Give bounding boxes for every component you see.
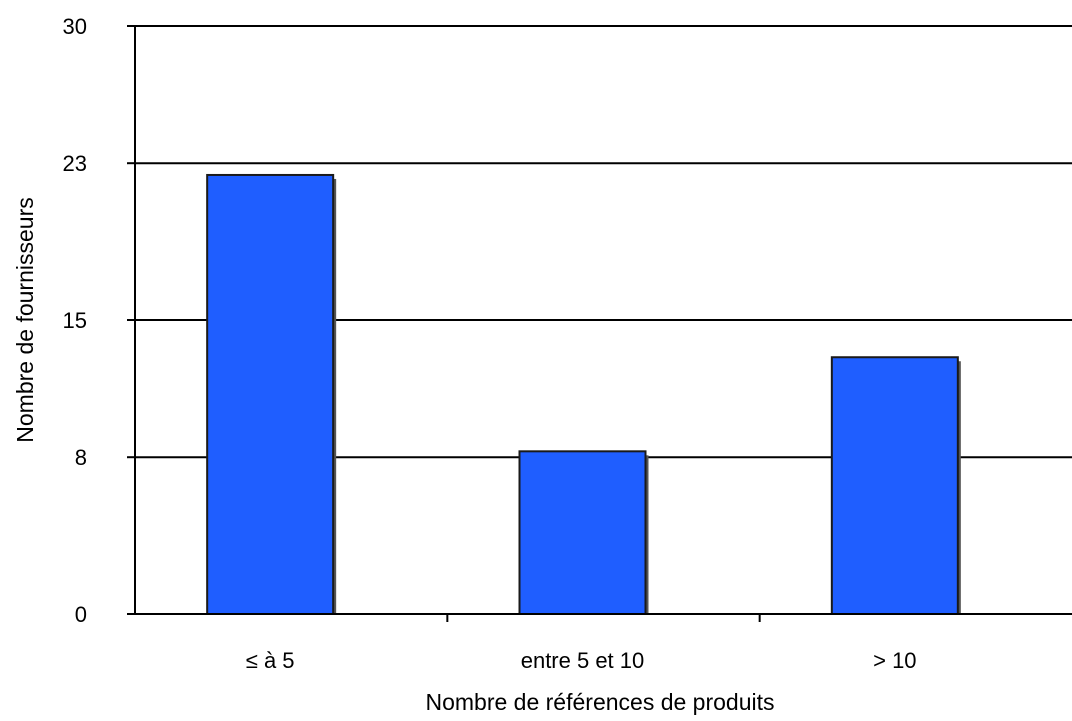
x-tick-label: ≤ à 5 — [246, 648, 295, 673]
y-tick-label: 30 — [63, 14, 87, 39]
bar-shadow — [957, 361, 961, 614]
x-tick-label: > 10 — [873, 648, 916, 673]
bar — [830, 356, 959, 615]
y-axis-title: Nombre de fournisseurs — [12, 197, 38, 442]
bar-shadow — [645, 455, 649, 614]
y-tick-label: 0 — [75, 602, 87, 627]
y-tick-label: 8 — [75, 445, 87, 470]
bar-layer — [206, 173, 961, 616]
label-layer: 0 8 15 23 30 ≤ à 5 entre 5 et 10 > 10 — [63, 14, 917, 673]
bar-shadow — [333, 178, 337, 614]
x-tick-label: entre 5 et 10 — [521, 648, 645, 673]
bar — [518, 450, 647, 615]
y-tick-label: 23 — [63, 151, 87, 176]
axis-layer — [134, 26, 1072, 622]
y-tick-label: 15 — [63, 308, 87, 333]
bar — [206, 173, 335, 616]
x-axis-title: Nombre de références de produits — [425, 689, 774, 715]
